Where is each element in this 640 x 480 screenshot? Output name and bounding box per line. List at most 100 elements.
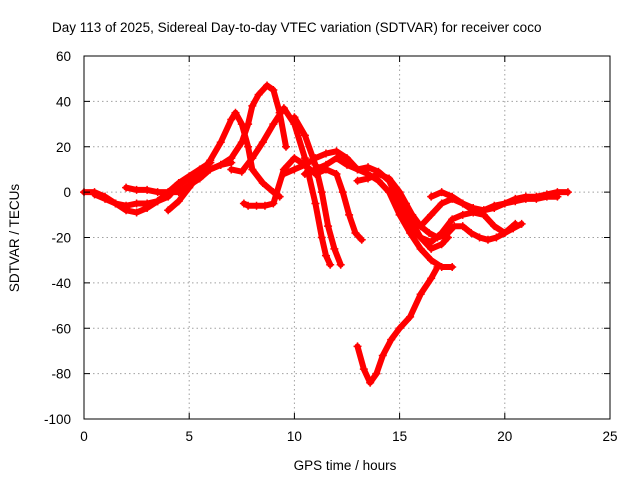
data-series-arc-14: [427, 188, 562, 215]
x-tick-label: 5: [185, 429, 193, 444]
data-series-arc-5: [206, 81, 290, 174]
data-point-marker: [443, 233, 452, 242]
data-point-marker: [269, 86, 278, 95]
data-point-marker: [231, 108, 240, 117]
axis-ticks: 0 5 10 15 20 25 -100 -80 -60 -40 -20 0 20 40 60: [44, 49, 618, 444]
data-point-marker: [311, 199, 320, 208]
data-point-marker: [542, 192, 551, 201]
data-point-marker: [343, 160, 351, 169]
data-point-marker: [437, 199, 446, 208]
data-point-marker: [111, 199, 120, 208]
data-point-marker: [467, 228, 476, 237]
data-point-marker: [427, 192, 436, 201]
data-point-marker: [490, 222, 499, 231]
data-point-marker: [263, 81, 272, 90]
data-point-marker: [239, 199, 248, 208]
data-point-marker: [448, 215, 457, 224]
data-point-marker: [326, 260, 335, 269]
data-point-marker: [511, 197, 520, 206]
data-point-marker: [185, 183, 194, 192]
x-tick-label: 10: [287, 429, 302, 444]
data-point-marker: [437, 240, 446, 249]
data-point-marker: [101, 194, 110, 203]
data-point-marker: [90, 190, 99, 199]
data-series-arc-9: [290, 113, 345, 269]
data-point-marker: [260, 201, 269, 210]
data-point-marker: [500, 228, 509, 237]
data-point-marker: [406, 312, 415, 321]
data-point-marker: [248, 154, 257, 163]
data-point-marker: [174, 188, 183, 197]
data-point-marker: [372, 369, 381, 378]
x-tick-label: 15: [392, 429, 407, 444]
data-point-marker: [353, 342, 362, 351]
data-point-marker: [345, 210, 354, 219]
data-point-marker: [448, 262, 457, 271]
data-point-marker: [290, 113, 299, 122]
data-point-marker: [132, 185, 141, 194]
data-point-marker: [185, 174, 194, 183]
data-point-marker: [269, 120, 278, 129]
data-series-arc-11: [353, 169, 526, 244]
data-point-marker: [395, 188, 404, 197]
x-tick-label: 20: [497, 429, 512, 444]
data-point-marker: [427, 210, 436, 219]
series-line: [354, 264, 441, 386]
data-point-marker: [479, 206, 488, 215]
data-point-marker: [227, 165, 236, 174]
data-series-arc-12: [395, 199, 452, 253]
series-line: [240, 155, 365, 243]
data-point-marker: [353, 176, 362, 185]
data-point-marker: [353, 165, 362, 174]
data-point-marker: [321, 160, 330, 169]
data-point-marker: [395, 199, 404, 208]
data-point-marker: [174, 181, 183, 190]
data-point-marker: [132, 208, 141, 217]
data-point-marker: [300, 131, 309, 140]
data-point-marker: [437, 188, 446, 197]
data-point-marker: [425, 228, 434, 237]
data-point-marker: [143, 199, 152, 208]
x-tick-label: 25: [602, 429, 617, 444]
y-tick-label: 60: [56, 49, 71, 64]
data-point-marker: [500, 199, 509, 208]
data-point-marker: [122, 201, 131, 210]
data-point-marker: [332, 147, 341, 156]
data-point-marker: [164, 206, 173, 215]
data-point-marker: [279, 104, 288, 113]
data-point-marker: [374, 169, 383, 178]
data-point-marker: [244, 201, 253, 210]
data-point-marker: [206, 165, 215, 174]
data-point-marker: [338, 188, 347, 197]
data-point-marker: [248, 165, 257, 174]
data-point-marker: [359, 365, 368, 374]
data-point-marker: [237, 138, 246, 147]
data-point-marker: [269, 199, 278, 208]
data-point-marker: [416, 233, 425, 242]
series-line: [396, 200, 451, 252]
data-point-marker: [330, 244, 339, 253]
y-tick-label: 0: [63, 185, 71, 200]
data-point-marker: [427, 274, 436, 283]
data-series-arc-2: [90, 158, 215, 210]
data-point-marker: [216, 138, 225, 147]
data-point-marker: [416, 222, 425, 231]
data-point-marker: [521, 194, 530, 203]
grid-lines: [84, 56, 610, 419]
data-point-marker: [227, 154, 236, 163]
y-tick-label: 40: [56, 94, 71, 109]
data-point-marker: [324, 222, 333, 231]
data-point-marker: [483, 235, 492, 244]
data-point-marker: [317, 233, 326, 242]
data-point-marker: [132, 199, 141, 208]
data-point-marker: [475, 233, 484, 242]
data-point-marker: [143, 185, 152, 194]
data-point-marker: [450, 222, 459, 231]
data-point-marker: [351, 228, 360, 237]
data-point-marker: [195, 169, 204, 178]
data-point-marker: [321, 149, 330, 158]
chart-title: Day 113 of 2025, Sidereal Day-to-day VTE…: [52, 20, 541, 35]
data-point-marker: [563, 188, 572, 197]
data-point-marker: [458, 210, 467, 219]
data-point-marker: [279, 169, 288, 178]
